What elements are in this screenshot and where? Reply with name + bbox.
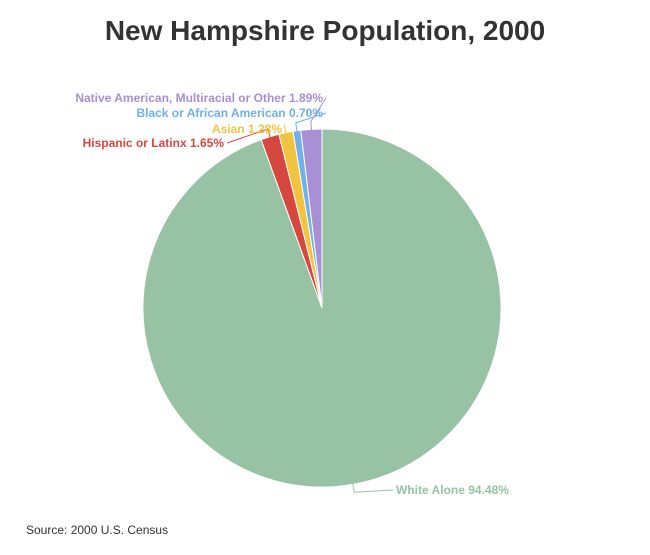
leader-line <box>226 128 272 144</box>
label-value: 1.89% <box>289 91 323 105</box>
leader-line <box>310 97 327 132</box>
label-value: 94.48% <box>468 483 509 497</box>
label-name: White Alone <box>396 483 465 497</box>
source: Source: 2000 U.S. Census <box>26 523 168 537</box>
data-label: Hispanic or Latinx 1.65% <box>83 136 225 150</box>
data-label: Asian 1.28% <box>212 122 282 136</box>
data-label: Native American, Multiracial or Other 1.… <box>75 91 323 105</box>
label-name: Native American, Multiracial or Other <box>75 91 286 105</box>
label-value: 1.28% <box>248 122 282 136</box>
data-label: Black or African American 0.70% <box>136 106 323 120</box>
label-value: 0.70% <box>289 106 323 120</box>
leader-line <box>295 112 327 133</box>
label-name: Black or African American <box>136 106 285 120</box>
label-name: Hispanic or Latinx <box>83 136 187 150</box>
label-value: 1.65% <box>190 136 224 150</box>
chart-title: New Hampshire Population, 2000 <box>105 15 545 46</box>
data-label: White Alone 94.48% <box>396 483 509 497</box>
leader-line <box>283 124 287 135</box>
leader-line <box>352 482 394 493</box>
label-name: Asian <box>212 122 245 136</box>
